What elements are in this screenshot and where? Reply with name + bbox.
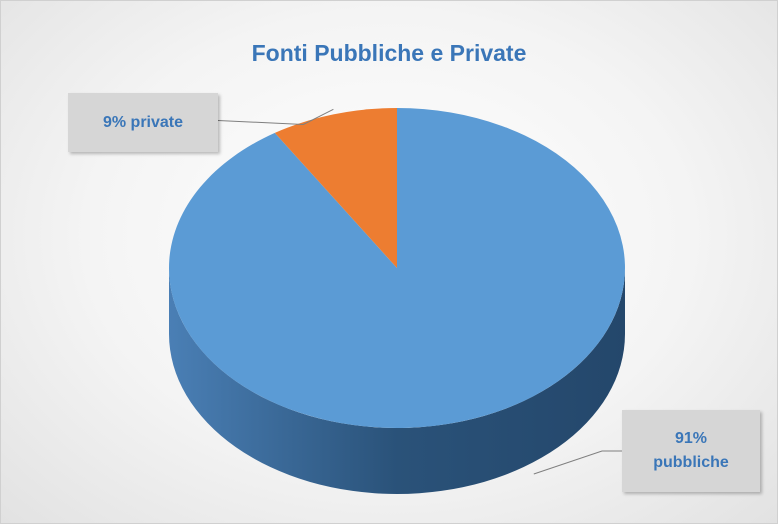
leader-line: [217, 108, 334, 126]
leader-line: [533, 450, 622, 475]
pie-slice: [274, 108, 397, 268]
data-label: 9% private: [68, 93, 218, 152]
chart-title: Fonti Pubbliche e Private: [251, 40, 527, 66]
pie-side: [169, 268, 625, 494]
data-label: 91% pubbliche: [622, 410, 760, 492]
